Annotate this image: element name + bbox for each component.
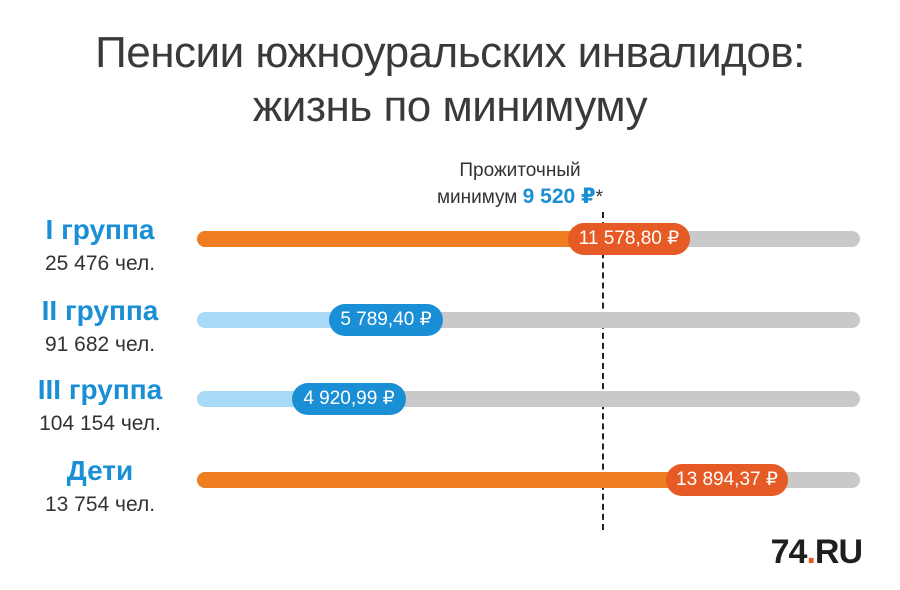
minimum-value: 9 520 ₽ <box>522 185 596 208</box>
site-logo: 74.RU <box>770 533 863 572</box>
category-label: III группа <box>37 374 163 405</box>
chart-title-line-1: Пенсии южноуральских инвалидов: <box>95 28 805 77</box>
category-count: 104 154 чел. <box>39 412 161 435</box>
chart-row: Дети 13 754 чел. 13 894,37 ₽ <box>0 455 900 525</box>
minimum-reference-line <box>602 212 604 530</box>
bar-value-label: 13 894,37 ₽ <box>666 464 788 496</box>
bar-fill <box>197 231 690 247</box>
logo-number: 74 <box>770 533 808 571</box>
logo-tld: RU <box>814 533 863 571</box>
minimum-label: Прожиточный минимум 9 520 ₽* <box>410 158 630 211</box>
logo-dot: . <box>806 533 816 571</box>
chart-row: II группа 91 682 чел. 5 789,40 ₽ <box>0 295 900 365</box>
minimum-asterisk: * <box>595 187 604 208</box>
bar-value-label: 4 920,99 ₽ <box>292 383 406 415</box>
chart-title-line-2: жизнь по минимуму <box>252 82 648 131</box>
category-count: 25 476 чел. <box>44 252 156 275</box>
category-label: Дети <box>66 455 134 486</box>
chart-row: III группа 104 154 чел. 4 920,99 ₽ <box>0 374 900 444</box>
category-count: 91 682 чел. <box>44 333 156 356</box>
bar-value-label: 11 578,80 ₽ <box>568 223 690 255</box>
category-count: 13 754 чел. <box>44 493 156 516</box>
bar-fill <box>197 472 788 488</box>
minimum-label-line-2: минимум 9 520 ₽* <box>410 184 630 211</box>
chart-row: I группа 25 476 чел. 11 578,80 ₽ <box>0 214 900 284</box>
category-label: II группа <box>41 295 159 326</box>
category-label: I группа <box>45 214 155 245</box>
chart-title: Пенсии южноуральских инвалидов: жизнь по… <box>0 26 900 134</box>
minimum-label-line-1: Прожиточный <box>459 160 581 181</box>
minimum-label-prefix: минимум <box>436 187 518 208</box>
bar-value-label: 5 789,40 ₽ <box>329 304 443 336</box>
